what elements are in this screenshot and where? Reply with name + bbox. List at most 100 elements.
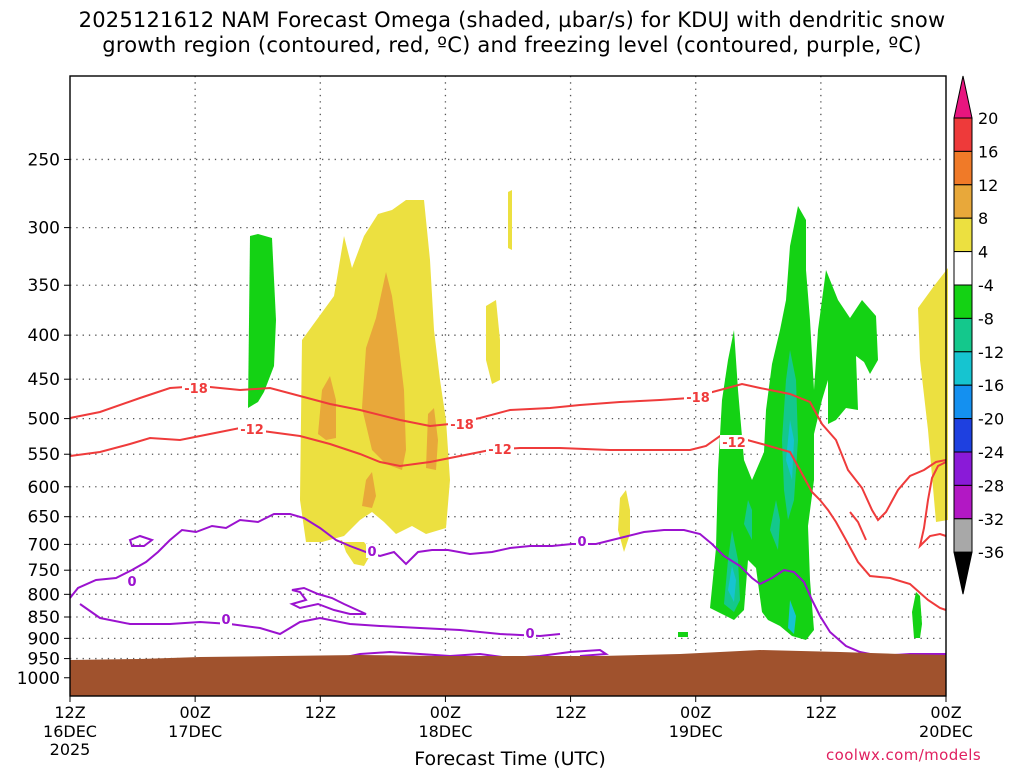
contour-label-background — [182, 381, 210, 395]
x-tick-label: 12Z — [805, 703, 836, 722]
plot-frame — [69, 75, 947, 697]
omega-negative-area — [678, 632, 688, 637]
x-tick-year-label: 2025 — [50, 740, 91, 759]
title-line-2: growth region (contoured, red, ºC) and f… — [102, 33, 922, 57]
colorbar-bin — [953, 518, 973, 553]
colorbar-label: -16 — [978, 376, 1004, 395]
colorbar-bin — [953, 284, 973, 319]
dendritic-contour-minus-12 — [849, 511, 867, 541]
contour-lines — [69, 382, 947, 661]
omega-positive-area — [618, 490, 630, 552]
colorbar-label: -4 — [978, 276, 994, 295]
contour-label: -18 — [686, 391, 710, 406]
colorbar-bin — [953, 451, 973, 486]
colorbar-bin — [953, 551, 973, 595]
colorbar-bin — [953, 384, 973, 420]
omega-negative-area — [786, 420, 794, 480]
y-tick-label: 550 — [28, 445, 60, 465]
y-tick-label: 800 — [28, 585, 60, 605]
omega-positive-area — [362, 272, 406, 470]
contour-label: -12 — [722, 436, 746, 451]
contour-label-background — [720, 435, 748, 449]
colorbar: 20 16 12 8 4 -4 -8 -12 -16 -20 -24 -28 -32 -36 — [953, 75, 1004, 595]
y-tick-label: 950 — [28, 650, 60, 670]
x-tick-date-label: 17DEC — [168, 722, 222, 741]
y-tick-label: 300 — [28, 219, 60, 239]
colorbar-bin — [953, 75, 973, 119]
y-tick-label: 250 — [28, 150, 60, 170]
contour-label: 0 — [127, 575, 136, 590]
contour-label-background — [524, 626, 536, 640]
contour-label-background — [448, 417, 476, 431]
contour-label-background — [576, 534, 588, 548]
omega-negative-area — [912, 592, 922, 638]
x-tick-date-label: 20DEC — [919, 722, 973, 741]
x-tick-label: 00Z — [680, 703, 711, 722]
colorbar-label: 12 — [978, 176, 998, 195]
omega-positive-area — [336, 540, 372, 566]
y-axis: 2503003504004505005506006507007508008509… — [17, 150, 70, 689]
contour-label: -12 — [240, 423, 264, 438]
x-tick-label: 12Z — [555, 703, 586, 722]
y-tick-label: 350 — [28, 276, 60, 296]
colorbar-label: -36 — [978, 543, 1004, 562]
omega-positive-area — [426, 408, 438, 470]
contour-label-background — [220, 612, 232, 626]
colorbar-label: -32 — [978, 510, 1004, 529]
omega-positive-area — [508, 190, 512, 250]
colorbar-label: -8 — [978, 309, 994, 328]
freezing-contour-zero — [289, 586, 367, 615]
omega-positive-area — [486, 300, 500, 384]
x-tick-label: 00Z — [430, 703, 461, 722]
colorbar-bin — [953, 418, 973, 453]
dendritic-contour-minus-18 — [69, 382, 947, 522]
x-tick-date-label: 19DEC — [669, 722, 723, 741]
colorbar-label: -24 — [978, 443, 1004, 462]
colorbar-bin — [953, 351, 973, 386]
freezing-contour-zero — [79, 603, 561, 638]
chart-title: 2025121612 NAM Forecast Omega (shaded, µ… — [0, 8, 1024, 58]
y-tick-label: 400 — [28, 326, 60, 346]
omega-negative-area — [744, 500, 752, 540]
contour-label: 0 — [577, 535, 586, 550]
x-tick-label: 00Z — [179, 703, 210, 722]
y-tick-label: 900 — [28, 629, 60, 649]
x-tick-label: 12Z — [54, 703, 85, 722]
contour-label: 0 — [221, 613, 230, 628]
contour-label: -12 — [488, 443, 512, 458]
title-line-1: 2025121612 NAM Forecast Omega (shaded, µ… — [78, 8, 946, 32]
omega-shading — [248, 190, 948, 640]
omega-negative-area — [770, 500, 780, 550]
colorbar-bin — [953, 117, 973, 152]
y-tick-label: 1000 — [17, 669, 60, 689]
x-tick-date-label: 16DEC — [43, 722, 97, 741]
y-tick-label: 750 — [28, 561, 60, 581]
colorbar-label: 4 — [978, 243, 988, 262]
omega-positive-area — [918, 268, 948, 522]
contour-label: 0 — [367, 545, 376, 560]
y-tick-label: 850 — [28, 608, 60, 628]
freezing-contour-zero — [128, 534, 155, 547]
x-axis-title: Forecast Time (UTC) — [414, 748, 605, 768]
watermark: coolwx.com/models — [826, 746, 982, 764]
colorbar-label: -28 — [978, 476, 1004, 495]
colorbar-label: 8 — [978, 209, 988, 228]
omega-negative-area — [728, 566, 736, 602]
colorbar-bin — [953, 184, 973, 219]
omega-positive-area — [362, 472, 376, 508]
omega-negative-area — [788, 600, 796, 634]
contour-label-background — [684, 390, 712, 404]
contour-label: -18 — [184, 382, 208, 397]
contour-label-background — [486, 442, 514, 456]
colorbar-label: 20 — [978, 109, 998, 128]
contour-label-background — [238, 422, 266, 436]
y-tick-label: 650 — [28, 508, 60, 528]
y-tick-label: 450 — [28, 370, 60, 390]
contour-label-background — [366, 544, 378, 558]
contour-label: 0 — [525, 627, 534, 642]
contour-label: -18 — [450, 418, 474, 433]
colorbar-bin — [953, 484, 973, 520]
colorbar-bin — [953, 317, 973, 353]
y-tick-label: 700 — [28, 535, 60, 555]
y-tick-label: 500 — [28, 410, 60, 430]
